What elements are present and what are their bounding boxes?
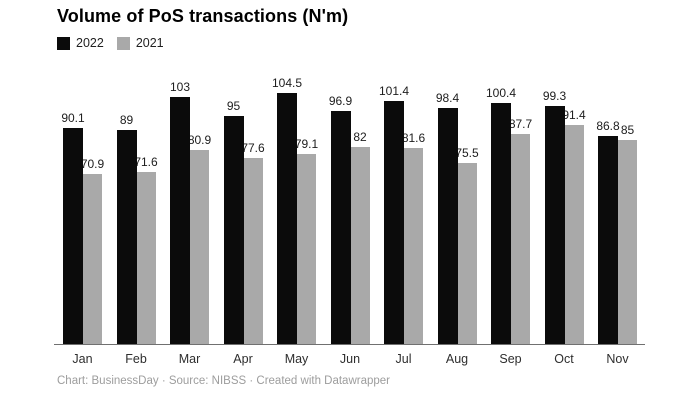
bar-2021-jun <box>350 147 370 344</box>
value-label-2021-jul: 81.6 <box>401 131 426 146</box>
bar-group-jun: 82 96.9 Jun <box>328 0 370 366</box>
value-label-2022-apr: 95 <box>226 99 241 113</box>
value-label-2021-jan: 70.9 <box>80 156 105 171</box>
bar-2021-jul <box>404 148 423 344</box>
bar-group-oct: 91.4 99.3 Oct <box>542 0 586 366</box>
x-axis-label-nov: Nov <box>606 352 629 366</box>
attribution-footer: Chart: BusinessDay · Source: NIBSS · Cre… <box>57 375 390 387</box>
bar-2022-jul <box>384 100 404 344</box>
x-axis-label-sep: Sep <box>499 352 522 366</box>
value-label-2022-feb: 89 <box>119 113 134 128</box>
bar-2021-aug <box>457 162 477 344</box>
bar-2021-jan <box>83 173 102 344</box>
bar-group-feb: 71.6 89 Feb <box>116 0 158 366</box>
bar-2022-apr <box>223 116 244 344</box>
value-label-2022-mar: 103 <box>169 79 191 94</box>
chart-title: Volume of PoS transactions (N'm) <box>57 6 349 26</box>
value-label-2021-apr: 77.6 <box>241 140 265 155</box>
x-axis-label-oct: Oct <box>554 352 574 366</box>
bar-2022-may <box>277 93 297 344</box>
bar-group-aug: 75.5 98.4 Aug <box>435 0 479 366</box>
bar-2021-apr <box>243 157 263 344</box>
x-axis-label-jul: Jul <box>395 352 412 366</box>
legend-swatch-2022-icon <box>57 36 70 50</box>
bar-group-nov: 85 86.8 Nov <box>596 0 637 366</box>
value-label-2022-jan: 90.1 <box>61 110 85 125</box>
bar-2021-sep <box>511 133 530 344</box>
value-label-2021-feb: 71.6 <box>134 155 158 170</box>
legend-item-2021: 2021 <box>116 36 164 50</box>
bar-2022-feb <box>116 130 137 344</box>
value-label-2022-may: 104.5 <box>271 76 303 91</box>
legend-item-2022: 2022 <box>57 36 104 50</box>
x-axis-line <box>54 344 645 345</box>
bar-group-apr: 77.6 95 Apr <box>223 0 265 366</box>
bar-group-sep: 87.7 100.4 Sep <box>486 0 533 366</box>
bar-2021-may <box>297 154 316 344</box>
bar-2021-oct <box>564 124 584 344</box>
legend-swatch-2021-icon <box>116 36 130 50</box>
bar-2021-feb <box>136 172 156 344</box>
bar-2022-jan <box>63 127 83 344</box>
legend-label-2021: 2021 <box>135 36 164 50</box>
value-label-2021-mar: 80.9 <box>187 132 212 147</box>
bar-2022-sep <box>491 103 511 344</box>
bar-2021-nov <box>618 140 637 344</box>
legend: 2022 2021 <box>57 36 164 50</box>
x-axis-label-may: May <box>284 352 309 366</box>
value-label-2022-aug: 98.4 <box>435 90 460 105</box>
value-label-2021-may: 79.1 <box>294 137 319 152</box>
value-label-2021-sep: 87.7 <box>508 116 533 131</box>
bar-2022-jun <box>330 111 351 344</box>
value-label-2022-oct: 99.3 <box>542 88 567 103</box>
bar-2022-aug <box>437 107 458 344</box>
bar-group-may: 79.1 104.5 May <box>272 0 319 366</box>
x-axis-label-jun: Jun <box>339 352 361 366</box>
value-label-2022-jul: 101.4 <box>378 83 410 98</box>
value-label-2021-oct: 91.4 <box>562 107 586 122</box>
bar-2022-mar <box>170 96 190 344</box>
x-axis-label-feb: Feb <box>125 352 147 366</box>
value-label-2021-jun: 82 <box>353 130 367 145</box>
value-label-2022-nov: 86.8 <box>596 118 620 133</box>
bar-2022-nov <box>598 135 618 344</box>
value-label-2021-aug: 75.5 <box>455 145 479 160</box>
bar-group-jan: 70.9 90.1 Jan <box>61 0 105 366</box>
bar-group-jul: 81.6 101.4 Jul <box>379 0 426 366</box>
legend-label-2022: 2022 <box>76 36 104 50</box>
x-axis-label-jan: Jan <box>72 352 93 366</box>
x-axis-label-apr: Apr <box>233 352 253 366</box>
bar-group-mar: 80.9 103 Mar <box>169 0 212 366</box>
bar-2022-oct <box>544 105 565 344</box>
value-label-2022-jun: 96.9 <box>328 94 353 109</box>
bar-2021-mar <box>190 149 209 344</box>
x-axis-label-aug: Aug <box>445 352 469 366</box>
x-axis-label-mar: Mar <box>178 352 201 366</box>
value-label-2021-nov: 85 <box>620 123 635 137</box>
value-label-2022-sep: 100.4 <box>485 86 517 101</box>
